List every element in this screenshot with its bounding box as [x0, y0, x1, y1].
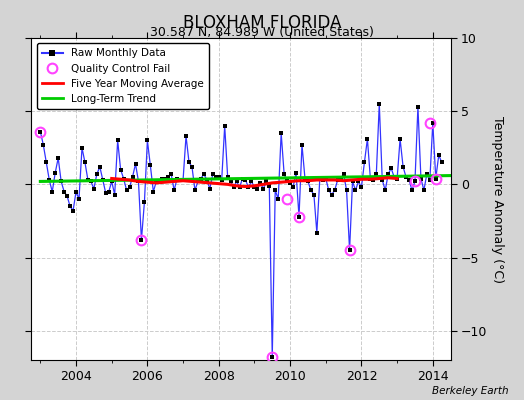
Text: BLOXHAM FLORIDA: BLOXHAM FLORIDA: [183, 14, 341, 32]
Text: 30.587 N, 84.989 W (United States): 30.587 N, 84.989 W (United States): [150, 26, 374, 39]
Y-axis label: Temperature Anomaly (°C): Temperature Anomaly (°C): [491, 116, 504, 282]
Text: Berkeley Earth: Berkeley Earth: [432, 386, 508, 396]
Legend: Raw Monthly Data, Quality Control Fail, Five Year Moving Average, Long-Term Tren: Raw Monthly Data, Quality Control Fail, …: [37, 43, 209, 109]
